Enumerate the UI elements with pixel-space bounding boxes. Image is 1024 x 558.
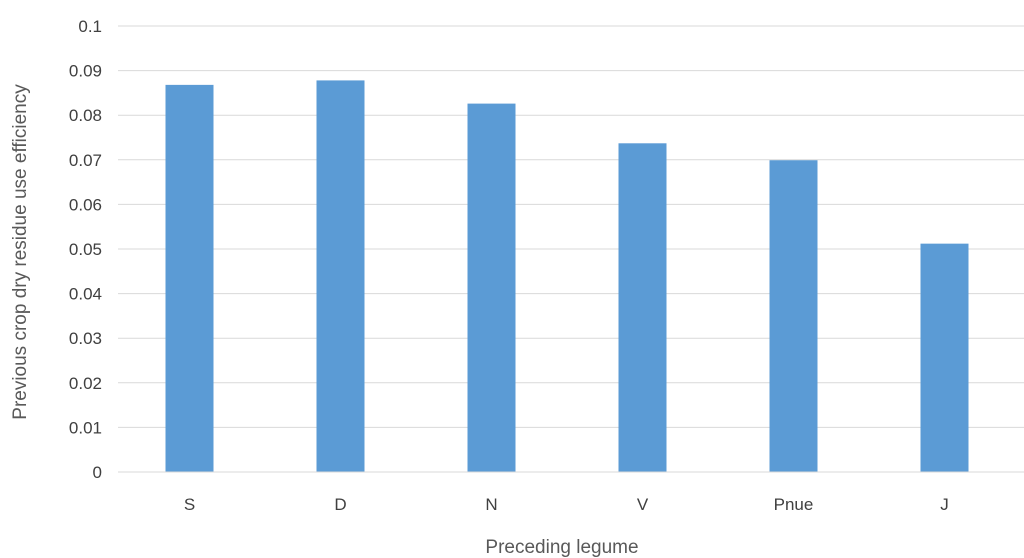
bar-n xyxy=(467,103,516,472)
bar-d xyxy=(316,80,365,473)
y-tick-label: 0.03 xyxy=(69,329,102,348)
x-tick-label: N xyxy=(485,495,497,514)
x-tick-label: J xyxy=(940,495,949,514)
x-tick-label: Pnue xyxy=(774,495,814,514)
y-tick-label: 0.08 xyxy=(69,106,102,125)
y-tick-label: 0.05 xyxy=(69,240,102,259)
y-tick-label: 0.09 xyxy=(69,62,102,81)
y-tick-label: 0.1 xyxy=(78,17,102,36)
bar-s xyxy=(165,84,214,472)
y-tick-label: 0.04 xyxy=(69,285,102,304)
grid-lines xyxy=(118,25,1024,428)
y-tick-label: 0 xyxy=(93,463,102,482)
y-tick-label: 0.02 xyxy=(69,374,102,393)
x-tick-label: S xyxy=(184,495,195,514)
bar-pnue xyxy=(769,160,818,472)
x-tick-label: D xyxy=(334,495,346,514)
y-axis-title: Previous crop dry residue use efficiency xyxy=(10,84,31,420)
y-tick-label: 0.06 xyxy=(69,195,102,214)
bar-v xyxy=(618,143,667,472)
y-tick-label: 0.07 xyxy=(69,151,102,170)
y-tick-labels: 0 0.01 0.02 0.03 0.04 0.05 0.06 0.07 0.08 0.09 0.1 xyxy=(69,17,102,482)
bars xyxy=(165,80,969,473)
x-tick-labels: S D N V Pnue J xyxy=(184,495,949,514)
y-tick-label: 0.01 xyxy=(69,418,102,437)
bar-j xyxy=(920,243,969,472)
x-axis-title: Preceding legume xyxy=(485,537,638,558)
x-tick-label: V xyxy=(637,495,649,514)
